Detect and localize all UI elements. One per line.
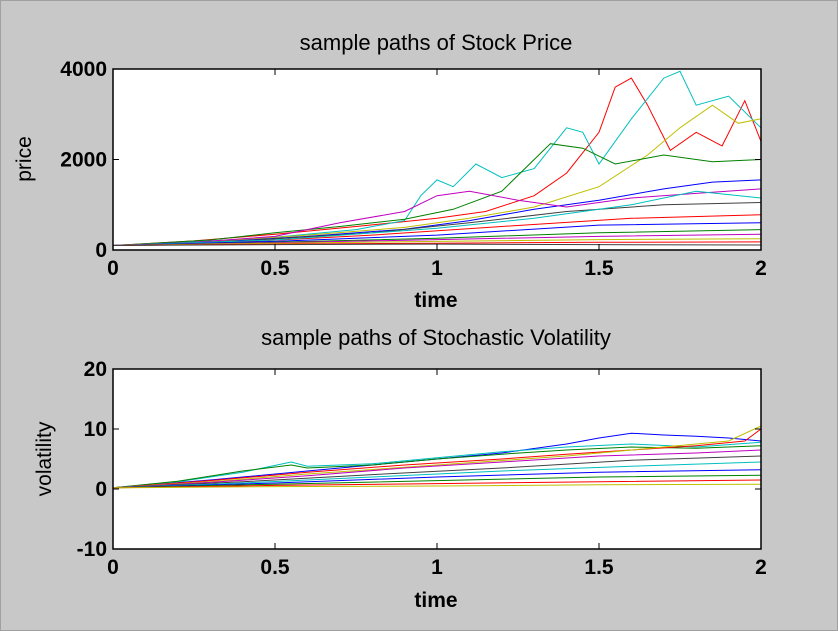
price-series-line-9 bbox=[112, 222, 762, 246]
price-series-line-4 bbox=[112, 179, 762, 246]
volatility-y-tick-label-3: 20 bbox=[84, 358, 107, 381]
volatility-series-line-6 bbox=[112, 455, 762, 489]
price-series-line-12 bbox=[112, 238, 762, 246]
price-series-line-2 bbox=[112, 104, 762, 246]
price-series-line-5 bbox=[112, 188, 762, 246]
price-series-line-3 bbox=[112, 143, 762, 246]
price-x-tick-label-3: 1.5 bbox=[584, 257, 614, 280]
price-y-tick-label-0: 0 bbox=[95, 239, 107, 262]
volatility-x-tick-label-3: 1.5 bbox=[584, 556, 614, 579]
price-series-line-0 bbox=[112, 77, 762, 246]
price-y-tick-label-2: 4000 bbox=[60, 58, 107, 81]
volatility-series-line-7 bbox=[112, 461, 762, 489]
price-x-axis-label: time bbox=[414, 289, 457, 312]
price-x-tick-label-1: 0.5 bbox=[260, 257, 290, 280]
volatility-x-tick-label-4: 2 bbox=[755, 556, 767, 579]
price-series-line-1 bbox=[112, 70, 762, 246]
volatility-series-line-2 bbox=[112, 445, 762, 489]
volatility-y-axis-label: volatility bbox=[33, 421, 56, 496]
price-y-tick-label-1: 2000 bbox=[60, 149, 107, 172]
volatility-x-tick-label-1: 0.5 bbox=[260, 556, 290, 579]
volatility-series-line-1 bbox=[112, 441, 762, 489]
volatility-y-tick-label-1: 0 bbox=[95, 478, 107, 501]
price-subplot: sample paths of Stock Price 0 0.5 1 1.5 2 0 20… bbox=[13, 30, 767, 312]
price-y-axis-label: price bbox=[13, 136, 36, 182]
volatility-series-line-11 bbox=[112, 483, 762, 489]
volatility-x-axis-label: time bbox=[414, 589, 457, 612]
price-series-line-8 bbox=[112, 190, 762, 246]
volatility-y-tick-label-2: 10 bbox=[84, 418, 107, 441]
volatility-x-tick-label-0: 0 bbox=[107, 556, 119, 579]
price-plot-area bbox=[113, 69, 761, 250]
volatility-series-line-10 bbox=[112, 479, 762, 489]
volatility-series-line-0 bbox=[112, 432, 762, 489]
volatility-chart-title: sample paths of Stochastic Volatility bbox=[261, 325, 611, 350]
price-chart-title: sample paths of Stock Price bbox=[300, 30, 573, 55]
volatility-series-line-3 bbox=[112, 428, 762, 489]
price-x-tick-label-4: 2 bbox=[755, 257, 767, 280]
price-x-tick-label-0: 0 bbox=[107, 257, 119, 280]
volatility-series-line-4 bbox=[112, 425, 762, 489]
volatility-series-group bbox=[112, 425, 762, 489]
volatility-y-tick-label-0: -10 bbox=[77, 538, 107, 561]
price-x-tick-label-2: 1 bbox=[431, 257, 443, 280]
price-ticks: 0 0.5 1 1.5 2 0 2000 4000 bbox=[60, 58, 767, 280]
volatility-series-line-5 bbox=[112, 449, 762, 489]
volatility-series-line-9 bbox=[112, 474, 762, 489]
volatility-x-tick-label-2: 1 bbox=[431, 556, 443, 579]
volatility-series-line-8 bbox=[112, 469, 762, 489]
volatility-subplot: sample paths of Stochastic Volatility 0 0… bbox=[33, 325, 767, 612]
